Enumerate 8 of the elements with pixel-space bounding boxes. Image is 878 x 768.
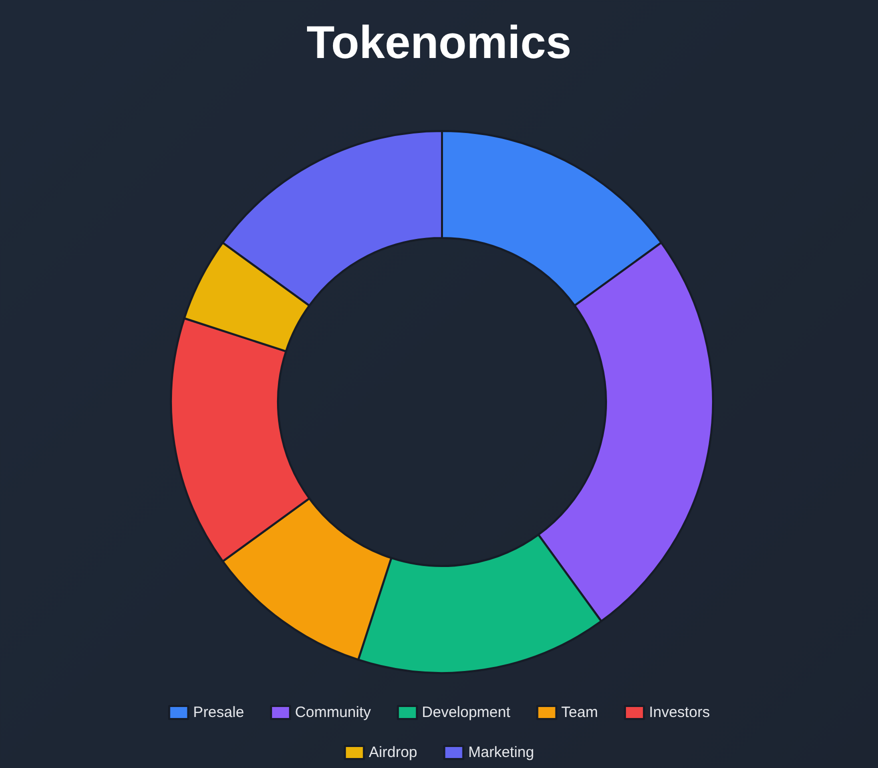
- legend-label: Airdrop: [368, 744, 418, 761]
- legend-label: Marketing: [468, 744, 534, 761]
- legend-label: Team: [561, 704, 598, 721]
- legend-label: Community: [295, 704, 372, 721]
- legend-label: Investors: [648, 704, 710, 721]
- chart-title: Tokenomics: [306, 16, 572, 68]
- legend-label: Presale: [193, 704, 244, 721]
- legend-label: Development: [422, 704, 512, 721]
